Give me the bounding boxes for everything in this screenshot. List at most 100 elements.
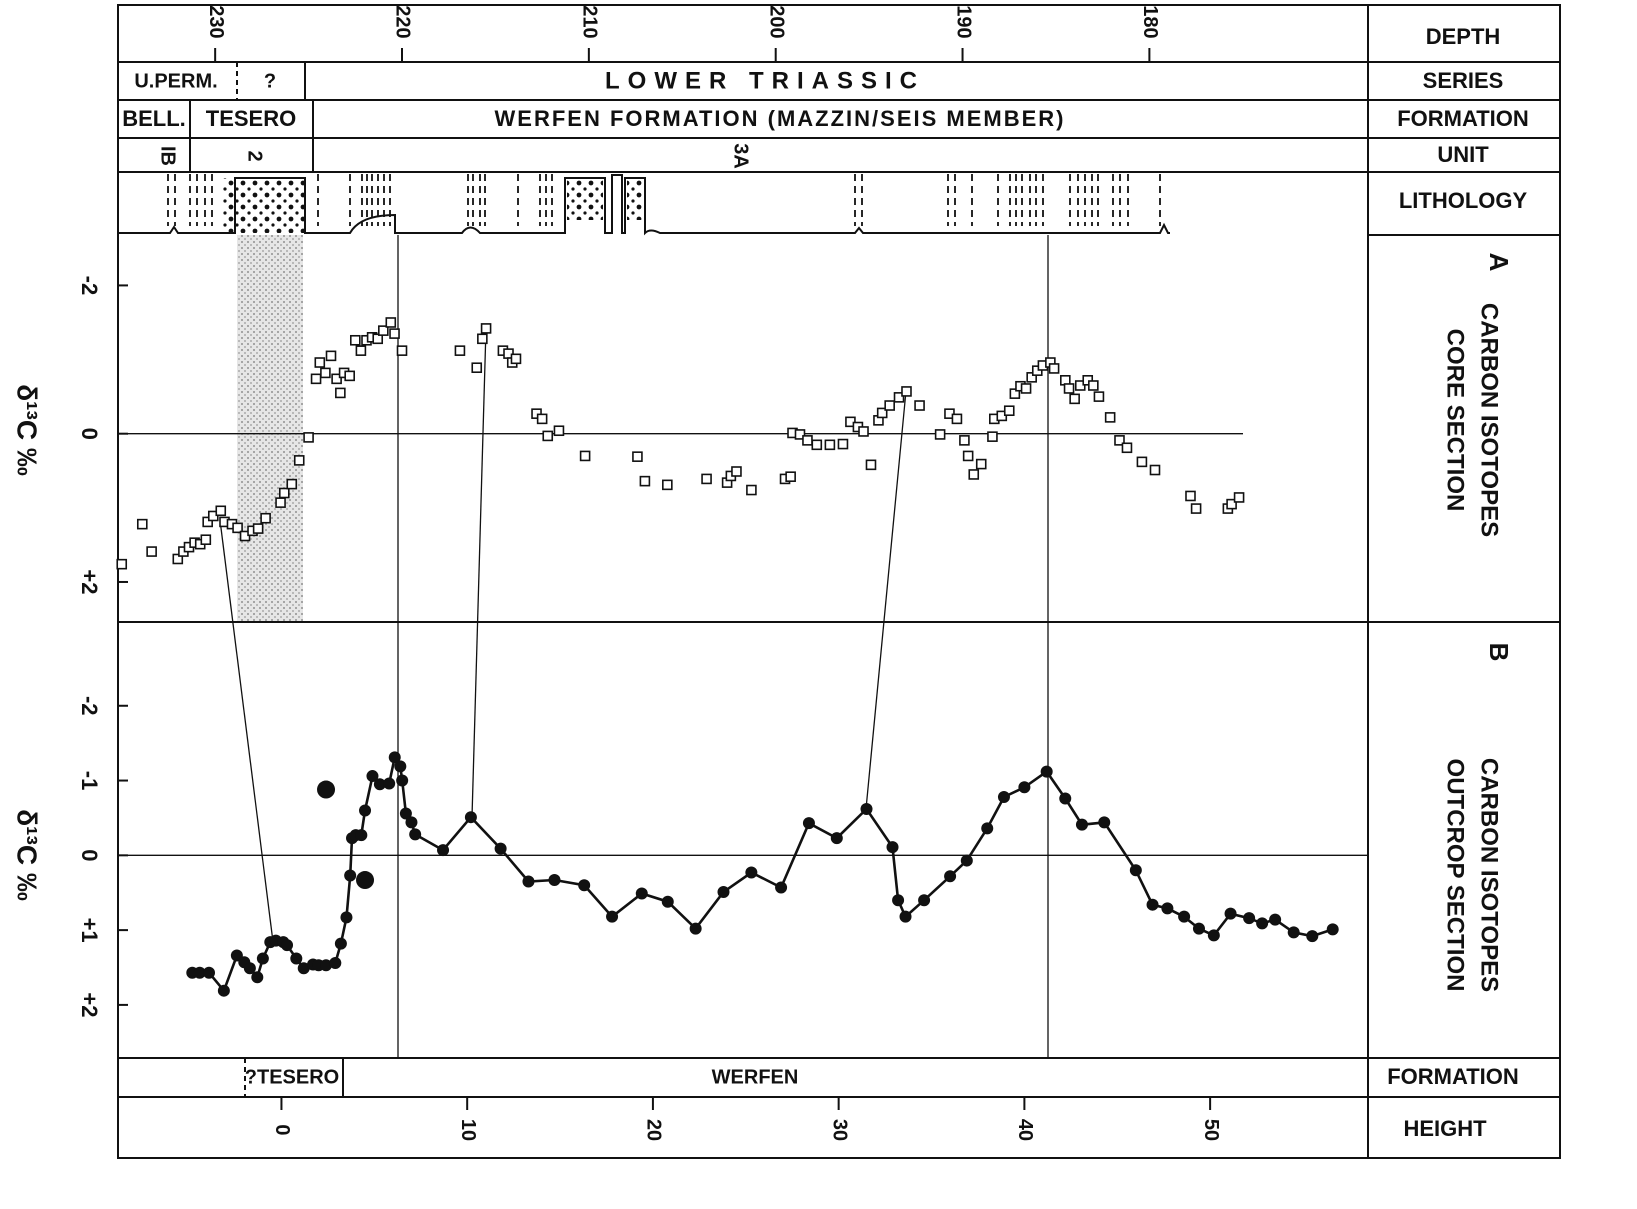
data-point <box>581 451 590 460</box>
data-point <box>1243 912 1255 924</box>
lithology-mark <box>627 180 643 220</box>
data-point <box>398 346 407 355</box>
data-point <box>1178 911 1190 923</box>
data-point <box>825 440 834 449</box>
data-point <box>606 911 618 923</box>
data-point <box>1070 394 1079 403</box>
data-point <box>1005 406 1014 415</box>
data-point <box>472 363 481 372</box>
data-point <box>578 879 590 891</box>
data-point <box>327 351 336 360</box>
data-point <box>887 841 899 853</box>
y-tick-label: +2 <box>77 992 102 1017</box>
panel-title: OUTCROP SECTION <box>1442 759 1469 992</box>
data-point <box>482 324 491 333</box>
data-point <box>251 971 263 983</box>
data-point <box>1098 816 1110 828</box>
data-point <box>538 414 547 423</box>
series-label: U.PERM. <box>134 70 217 92</box>
data-point <box>344 870 356 882</box>
data-point <box>321 368 330 377</box>
isolated-point <box>356 871 374 889</box>
data-point <box>312 374 321 383</box>
x-tick-label: 50 <box>1200 1119 1222 1141</box>
data-point <box>351 336 360 345</box>
x-tick-label: 180 <box>1139 5 1161 38</box>
y-tick-label: -2 <box>77 696 102 716</box>
data-point <box>216 506 225 515</box>
data-point <box>147 547 156 556</box>
data-point <box>1225 908 1237 920</box>
row-label: HEIGHT <box>1403 1116 1487 1141</box>
data-point <box>1306 930 1318 942</box>
data-point <box>1193 923 1205 935</box>
data-point <box>478 334 487 343</box>
data-point <box>257 953 269 965</box>
data-point <box>944 870 956 882</box>
row-label: UNIT <box>1437 142 1489 167</box>
data-point <box>261 514 270 523</box>
data-point <box>981 822 993 834</box>
data-point <box>386 318 395 327</box>
data-point <box>1106 413 1115 422</box>
data-point <box>1147 899 1159 911</box>
lithology-mark <box>222 178 305 233</box>
data-point <box>295 456 304 465</box>
data-point <box>702 474 711 483</box>
data-point <box>254 524 263 533</box>
y-tick-label: +2 <box>77 569 102 594</box>
data-point <box>276 498 285 507</box>
data-point <box>1022 384 1031 393</box>
data-point <box>812 440 821 449</box>
y-tick-label: -1 <box>77 771 102 791</box>
row-label: SERIES <box>1423 68 1504 93</box>
series-label: LOWER TRIASSIC <box>605 67 925 94</box>
x-tick-label: 200 <box>765 5 787 38</box>
series-label: ? <box>264 70 276 92</box>
data-point <box>554 426 563 435</box>
data-point <box>633 452 642 461</box>
data-point <box>1288 926 1300 938</box>
data-point <box>548 874 560 886</box>
data-point <box>745 867 757 879</box>
data-point <box>960 436 969 445</box>
tesero-shading <box>237 235 303 622</box>
formation-label: TESERO <box>206 106 296 131</box>
y-axis-title: δ¹³C ‰ <box>12 384 43 476</box>
data-point <box>892 894 904 906</box>
data-point <box>437 844 449 856</box>
x-tick-label: 220 <box>392 5 414 38</box>
lithology-mark <box>567 180 603 220</box>
data-point <box>1041 766 1053 778</box>
data-point <box>838 440 847 449</box>
data-point <box>902 387 911 396</box>
data-point <box>390 329 399 338</box>
figure: DEPTHSERIESFORMATIONUNITLITHOLOGYFORMATI… <box>0 0 1637 1209</box>
x-tick-label: 210 <box>579 5 601 38</box>
data-point <box>356 346 365 355</box>
data-point <box>690 923 702 935</box>
data-point <box>394 760 406 772</box>
data-point <box>522 876 534 888</box>
y-tick-label: 0 <box>77 428 102 440</box>
y-tick-label: 0 <box>77 849 102 861</box>
unit-label: 2 <box>244 150 266 161</box>
data-point <box>1186 491 1195 500</box>
data-point <box>662 896 674 908</box>
y-tick-label: +1 <box>77 918 102 943</box>
row-label: FORMATION <box>1397 106 1529 131</box>
panel-title: CORE SECTION <box>1442 329 1469 512</box>
lithology <box>118 174 1170 233</box>
data-point <box>543 431 552 440</box>
x-tick-label: 230 <box>205 5 227 38</box>
y-tick-label: -2 <box>77 276 102 296</box>
data-point <box>732 467 741 476</box>
data-point <box>345 371 354 380</box>
data-point <box>359 804 371 816</box>
data-point <box>915 401 924 410</box>
data-point <box>1122 443 1131 452</box>
data-point <box>747 486 756 495</box>
data-point <box>117 560 126 569</box>
data-point <box>495 843 507 855</box>
data-point <box>964 451 973 460</box>
